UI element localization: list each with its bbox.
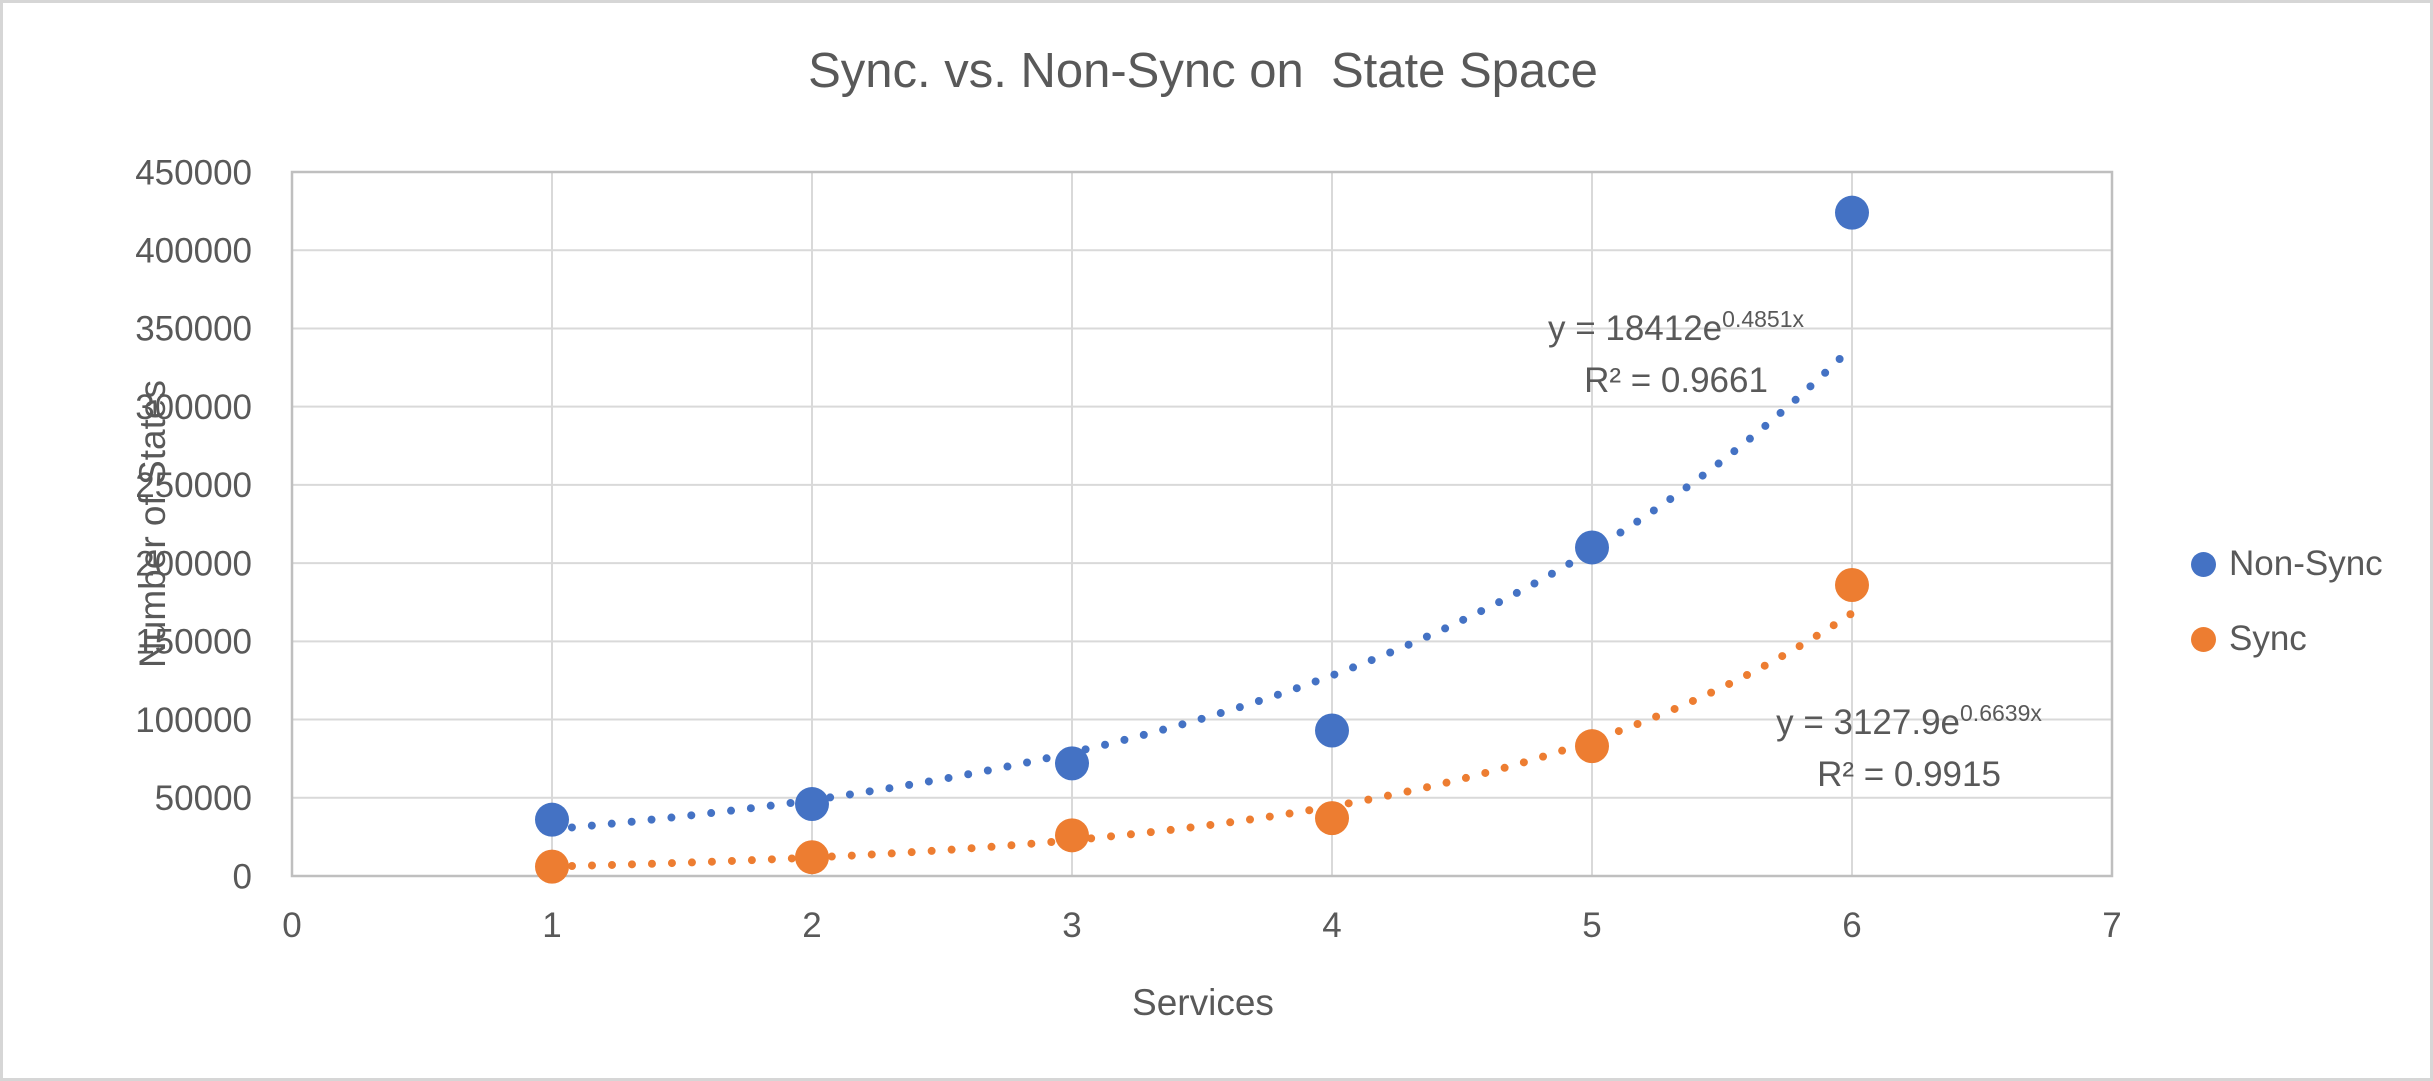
legend-marker-sync-icon xyxy=(2191,626,2216,652)
trendline-r2-sync: R² = 0.9915 xyxy=(1817,755,2001,794)
legend-item-sync: Sync xyxy=(2191,616,2383,662)
trendline-r2-non-sync: R² = 0.9661 xyxy=(1584,361,1768,400)
chart-title: Sync. vs. Non-Sync on State Space xyxy=(808,44,1598,98)
legend-marker-non-sync-icon xyxy=(2191,551,2216,577)
x-tick-labels: 0 1 2 3 4 5 6 7 xyxy=(282,906,2121,945)
trendline-non-sync xyxy=(548,342,1856,834)
x-tick-label: 3 xyxy=(1062,906,1081,945)
x-tick-label: 5 xyxy=(1582,906,1601,945)
series-non-sync xyxy=(535,195,1869,837)
data-point-non-sync-x6 xyxy=(1835,195,1869,230)
data-point-sync-x2 xyxy=(795,840,829,875)
x-tick-label: 7 xyxy=(2102,906,2121,945)
x-axis-title: Services xyxy=(1132,982,1274,1023)
legend-label-non-sync: Non-Sync xyxy=(2229,544,2383,583)
y-tick-label: 0 xyxy=(233,857,252,896)
y-tick-label: 150000 xyxy=(135,623,252,662)
plot-border xyxy=(290,170,2114,878)
x-tick-label: 6 xyxy=(1842,906,1861,945)
legend: Non-Sync Sync xyxy=(2191,541,2383,691)
trendline-equation-non-sync: y = 18412e0.4851x R² = 0.9661 xyxy=(1446,303,1906,407)
plot-area: 0500001000001500002000002500003000003500… xyxy=(135,153,2122,945)
trendline-formula-non-sync: y = 18412e0.4851x xyxy=(1547,306,1805,349)
y-tick-label: 450000 xyxy=(135,153,252,192)
data-point-sync-x3 xyxy=(1055,818,1089,853)
y-tick-labels: 0 50000 100000 150000 200000 250000 300000 3500… xyxy=(135,153,252,896)
data-point-non-sync-x5 xyxy=(1575,530,1609,565)
x-tick-label: 2 xyxy=(802,906,821,945)
y-tick-label: 200000 xyxy=(135,544,252,583)
data-point-non-sync-x3 xyxy=(1055,746,1089,781)
data-point-sync-x1 xyxy=(535,849,569,884)
x-tick-label: 0 xyxy=(282,906,301,945)
data-point-non-sync-x1 xyxy=(535,802,569,837)
data-point-non-sync-x4 xyxy=(1315,713,1349,748)
legend-item-non-sync: Non-Sync xyxy=(2191,541,2383,587)
data-point-sync-x6 xyxy=(1835,568,1869,603)
y-tick-label: 350000 xyxy=(135,310,252,349)
y-axis-title: Number of States xyxy=(132,380,173,668)
x-tick-label: 1 xyxy=(542,906,561,945)
trendline-equation-sync: y = 3127.9e0.6639x R² = 0.9915 xyxy=(1679,697,2139,801)
series-sync xyxy=(535,568,1869,884)
trendline-formula-sync: y = 3127.9e0.6639x xyxy=(1776,700,2042,743)
y-tick-label: 50000 xyxy=(155,779,252,818)
x-tick-label: 4 xyxy=(1322,906,1341,945)
legend-label-sync: Sync xyxy=(2229,619,2307,658)
data-point-sync-x4 xyxy=(1315,801,1349,836)
y-tick-label: 300000 xyxy=(135,388,252,427)
y-tick-label: 100000 xyxy=(135,701,252,740)
y-tick-label: 400000 xyxy=(135,231,252,270)
data-point-sync-x5 xyxy=(1575,729,1609,764)
y-tick-label: 250000 xyxy=(135,466,252,505)
data-point-non-sync-x2 xyxy=(795,787,829,822)
trendline-sync xyxy=(548,609,1856,871)
